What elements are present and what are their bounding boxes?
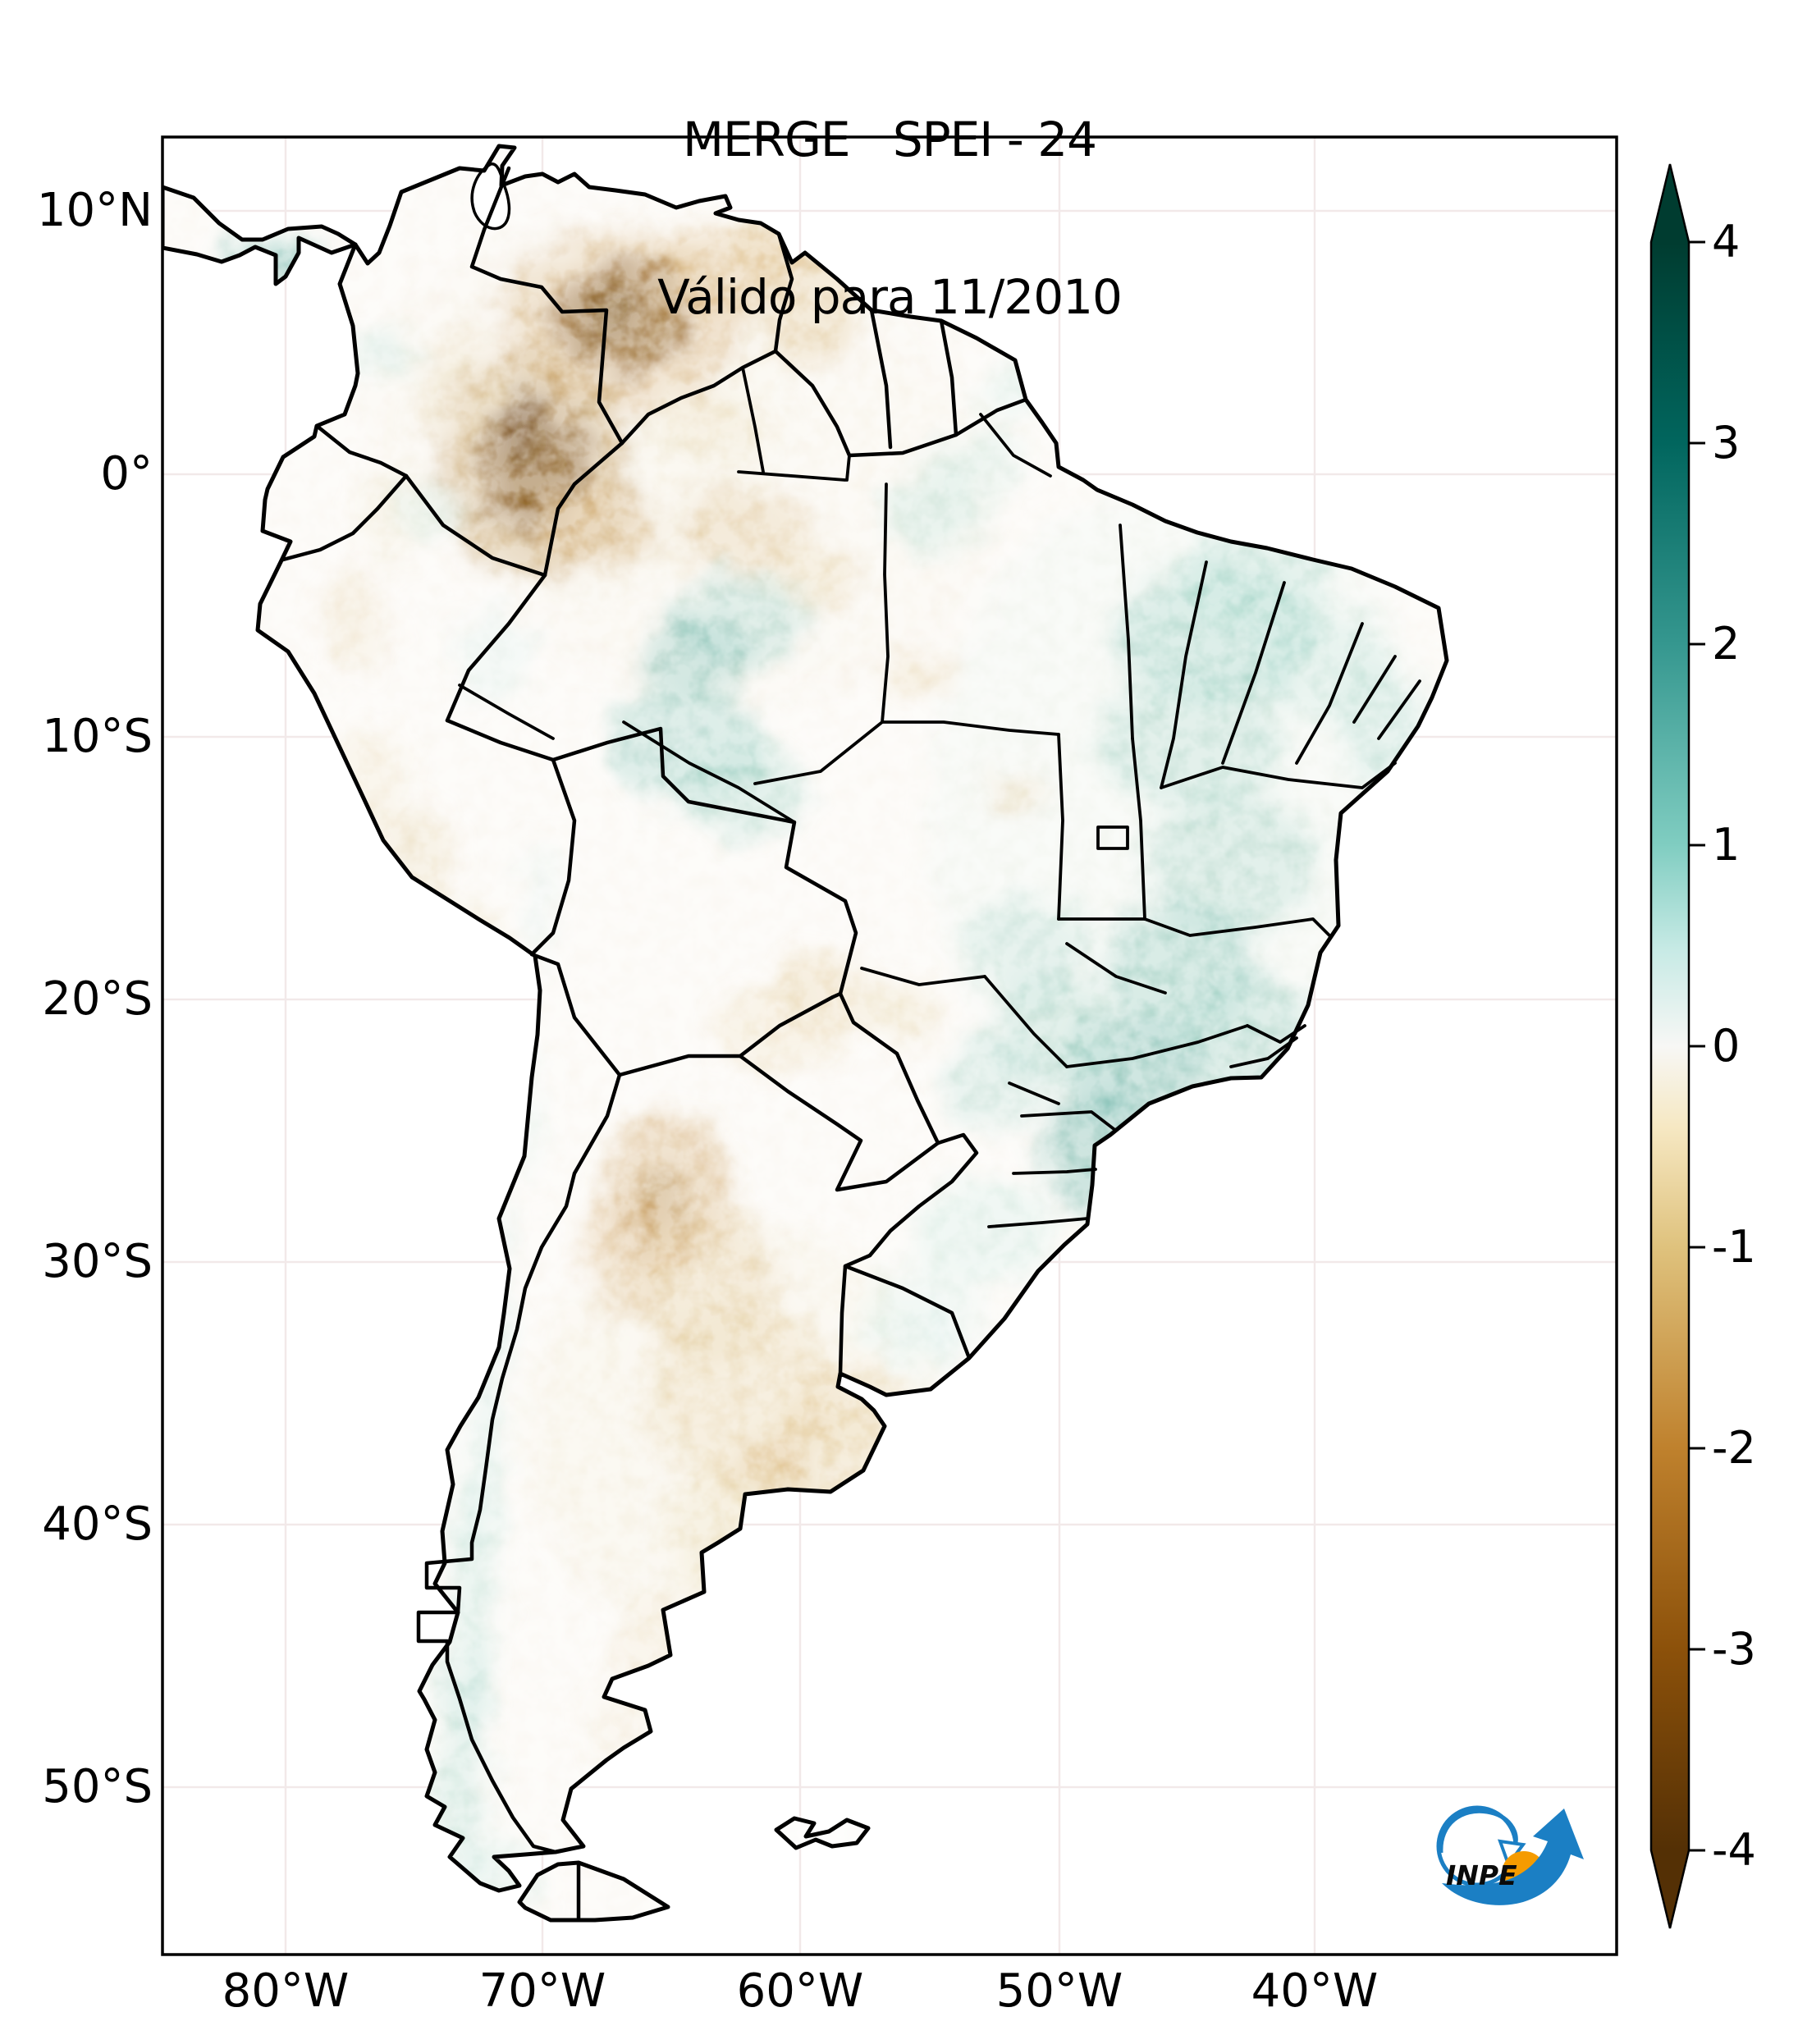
lon-tick-50w: 50°W — [995, 1964, 1123, 2018]
lon-tick-60w: 60°W — [736, 1964, 864, 2018]
lon-tick-80w: 80°W — [222, 1964, 350, 2018]
cbar-tick-4: 4 — [1712, 216, 1741, 268]
cbar-tick-1: 1 — [1712, 819, 1741, 871]
inpe-logo-spiral — [1439, 1809, 1518, 1854]
title-line-2: Válido para 11/2010 — [657, 269, 1123, 325]
colorbar-gradient-bar — [1649, 163, 1690, 1929]
lon-tick-70w: 70°W — [478, 1964, 606, 2018]
inpe-logo-text: INPE — [1446, 1859, 1517, 1891]
inpe-logo: INPE — [1436, 1805, 1584, 1905]
map-frame — [161, 135, 1618, 1956]
cbar-tick-2: 2 — [1712, 618, 1741, 670]
lon-tick-40w: 40°W — [1251, 1964, 1379, 2018]
inpe-logo-arrow — [1442, 1809, 1584, 1905]
lat-tick-10n: 10°N — [36, 184, 153, 237]
cbar-tick-m4: -4 — [1712, 1824, 1756, 1876]
cbar-tick-m2: -2 — [1712, 1422, 1756, 1474]
lat-tick-0: 0° — [100, 447, 153, 501]
cbar-tick-0: 0 — [1712, 1020, 1741, 1072]
lat-tick-40s: 40°S — [42, 1498, 153, 1551]
lat-tick-20s: 20°S — [42, 972, 153, 1026]
figure-title: MERGE SPEI - 24 Válido para 11/2010 — [162, 8, 1617, 428]
cbar-tick-m1: -1 — [1712, 1221, 1756, 1273]
colorbar-tick-marks — [1689, 240, 1705, 1852]
title-line-1: MERGE SPEI - 24 — [682, 112, 1097, 167]
colorbar — [1649, 163, 1705, 1929]
cbar-tick-m3: -3 — [1712, 1623, 1756, 1675]
lat-tick-50s: 50°S — [42, 1760, 153, 1813]
state-borders — [458, 366, 1421, 1228]
country-borders — [281, 166, 1028, 1923]
lat-tick-30s: 30°S — [42, 1235, 153, 1288]
cbar-tick-3: 3 — [1712, 417, 1741, 469]
lat-tick-10s: 10°S — [42, 710, 153, 763]
